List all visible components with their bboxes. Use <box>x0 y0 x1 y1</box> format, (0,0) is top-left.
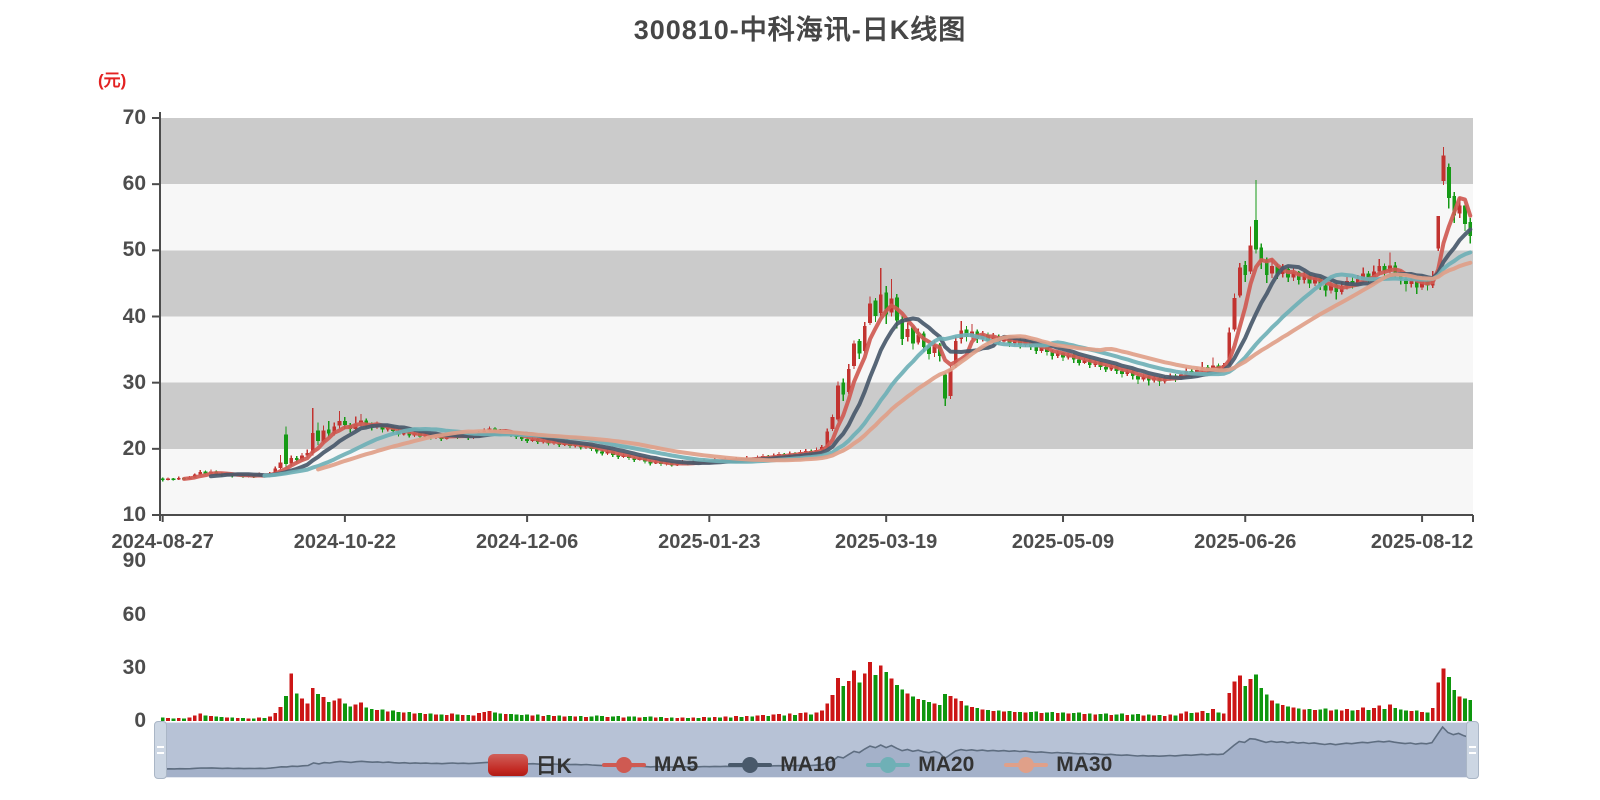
line-legend-icon <box>728 756 773 774</box>
x-axis-tick-label: 2024-12-06 <box>475 531 579 553</box>
legend-item-ma10[interactable]: MA10 <box>728 753 836 777</box>
line-legend-icon <box>601 756 646 774</box>
legend-item-ma5[interactable]: MA5 <box>601 753 699 777</box>
volume-axis-tick-label: 30 <box>122 655 146 679</box>
volume-axis-tick-label: 60 <box>122 602 146 626</box>
line-legend-icon <box>1004 756 1049 774</box>
price-axis-tick-label: 20 <box>122 436 146 460</box>
candlestick-legend-icon <box>487 754 528 776</box>
line-legend-icon <box>866 756 911 774</box>
price-axis-tick-label: 40 <box>122 304 146 328</box>
legend: 日K MA5 MA10 MA20 MA30 <box>0 750 1600 780</box>
x-axis-tick-label: 2025-01-23 <box>658 531 761 553</box>
legend-label: 日K <box>535 755 572 778</box>
legend-item-ma20[interactable]: MA20 <box>866 753 974 777</box>
legend-label: MA10 <box>780 753 837 776</box>
chart-title: 300810-中科海讯-日K线图 <box>633 15 967 45</box>
price-axis-tick-label: 30 <box>122 370 146 394</box>
legend-item-rik[interactable]: 日K <box>487 750 572 780</box>
ma20-line <box>262 250 1473 478</box>
price-axis-tick-label: 60 <box>122 172 146 196</box>
slider-left-handle[interactable] <box>154 721 167 779</box>
legend-label: MA20 <box>918 753 975 776</box>
legend-label: MA5 <box>653 753 699 776</box>
legend-item-ma30[interactable]: MA30 <box>1004 753 1112 777</box>
x-axis-tick-label: 2024-08-27 <box>111 531 214 553</box>
x-axis-tick-label: 2024-10-22 <box>293 531 397 553</box>
volume-axis-tick-label: 90 <box>122 549 146 573</box>
legend-label: MA30 <box>1056 753 1113 776</box>
price-axis-tick-label: 50 <box>122 238 146 262</box>
price-unit-label: (元) <box>98 71 127 90</box>
volume-axis-tick-label: 0 <box>134 709 146 732</box>
volume-bars <box>160 662 1473 721</box>
x-axis-tick-label: 2025-08-12 <box>1370 531 1474 553</box>
slider-right-handle[interactable] <box>1466 721 1479 779</box>
ma30-line <box>316 260 1473 472</box>
data-zoom-line <box>163 725 1470 770</box>
x-axis-tick-label: 2025-06-26 <box>1194 531 1297 553</box>
price-axis-tick-label: 70 <box>122 106 146 129</box>
x-axis-tick-label: 2025-05-09 <box>1011 531 1115 553</box>
price-axis-tick-label: 10 <box>122 503 146 526</box>
x-axis-tick-label: 2025-03-19 <box>835 531 938 553</box>
ma5-line <box>182 196 1473 481</box>
